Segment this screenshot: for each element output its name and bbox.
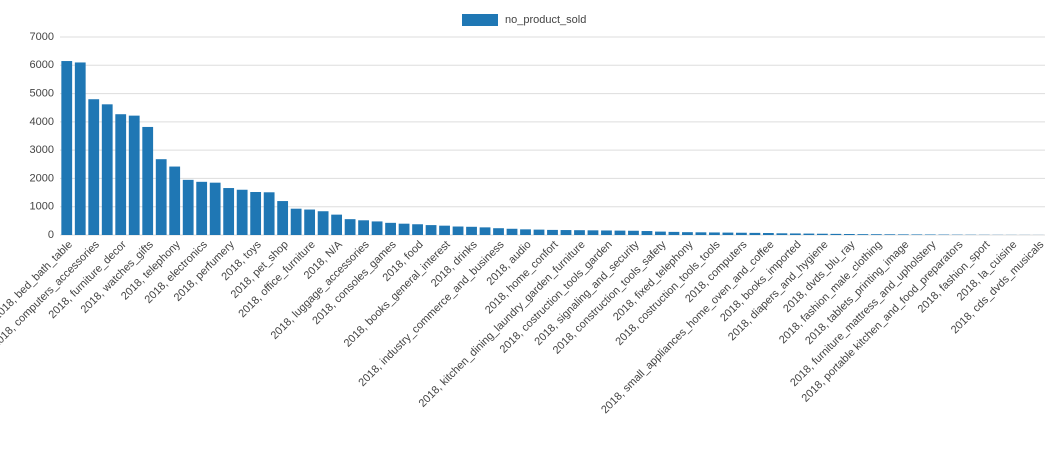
- bar: [722, 232, 734, 235]
- bar: [601, 230, 612, 235]
- bar: [506, 228, 518, 235]
- bar: [709, 232, 720, 235]
- y-tick-label: 7000: [30, 31, 54, 43]
- bar: [304, 209, 316, 235]
- y-tick-label: 5000: [30, 87, 54, 99]
- y-tick-label: 6000: [30, 59, 54, 71]
- y-tick-label: 4000: [30, 116, 54, 128]
- bar: [223, 188, 235, 235]
- bar: [857, 234, 869, 235]
- bar: [614, 230, 626, 235]
- bar: [749, 232, 761, 235]
- bar: [155, 159, 167, 235]
- bar: [682, 232, 693, 235]
- bar: [142, 126, 154, 235]
- bar: [209, 182, 221, 235]
- bar: [843, 234, 855, 235]
- bar: [628, 230, 639, 235]
- bar: [263, 192, 275, 235]
- bar: [61, 61, 73, 235]
- bar: [74, 62, 86, 236]
- y-tick-label: 0: [48, 229, 54, 241]
- bar: [358, 220, 369, 235]
- bar: [560, 230, 572, 235]
- bar: [182, 179, 194, 235]
- bar: [344, 219, 356, 235]
- bar: [466, 226, 477, 235]
- bar: [371, 221, 383, 235]
- bar: [452, 226, 464, 235]
- bar: [884, 234, 896, 235]
- bar: [816, 233, 828, 235]
- bar: [398, 223, 410, 235]
- bar: [439, 225, 450, 235]
- bar: [412, 224, 423, 235]
- bar: [789, 233, 801, 235]
- bar: [250, 192, 262, 235]
- bar: [115, 114, 127, 235]
- y-tick-label: 2000: [30, 172, 54, 184]
- bar: [520, 229, 531, 235]
- bar: [574, 230, 585, 235]
- bar: [479, 227, 491, 235]
- bar: [924, 234, 936, 235]
- legend-label: no_product_sold: [505, 14, 586, 26]
- bar: [547, 229, 558, 235]
- bar: [317, 211, 329, 235]
- y-tick-label: 1000: [30, 201, 54, 213]
- bar: [803, 233, 815, 235]
- bar: [668, 231, 680, 235]
- bar: [776, 233, 788, 235]
- y-tick-label: 3000: [30, 144, 54, 156]
- bar: [830, 233, 842, 235]
- bar: [290, 208, 302, 235]
- legend-swatch: [462, 14, 498, 26]
- bar: [533, 229, 545, 235]
- bar: [385, 222, 396, 235]
- bar: [736, 232, 747, 235]
- bar: [695, 232, 707, 235]
- bar: [870, 234, 882, 235]
- bar: [641, 231, 653, 235]
- bar: [655, 231, 666, 235]
- bar: [897, 234, 909, 235]
- bar: [277, 201, 289, 235]
- bar: [331, 214, 343, 235]
- bar: [425, 225, 437, 235]
- bar: [911, 234, 923, 235]
- bar: [88, 99, 100, 235]
- bar: [493, 228, 504, 235]
- bar: [101, 104, 113, 235]
- bar: [587, 230, 599, 235]
- bar: [169, 166, 181, 235]
- bar: [128, 115, 140, 235]
- bar: [196, 181, 208, 235]
- bar: [762, 233, 774, 235]
- bar: [236, 189, 248, 235]
